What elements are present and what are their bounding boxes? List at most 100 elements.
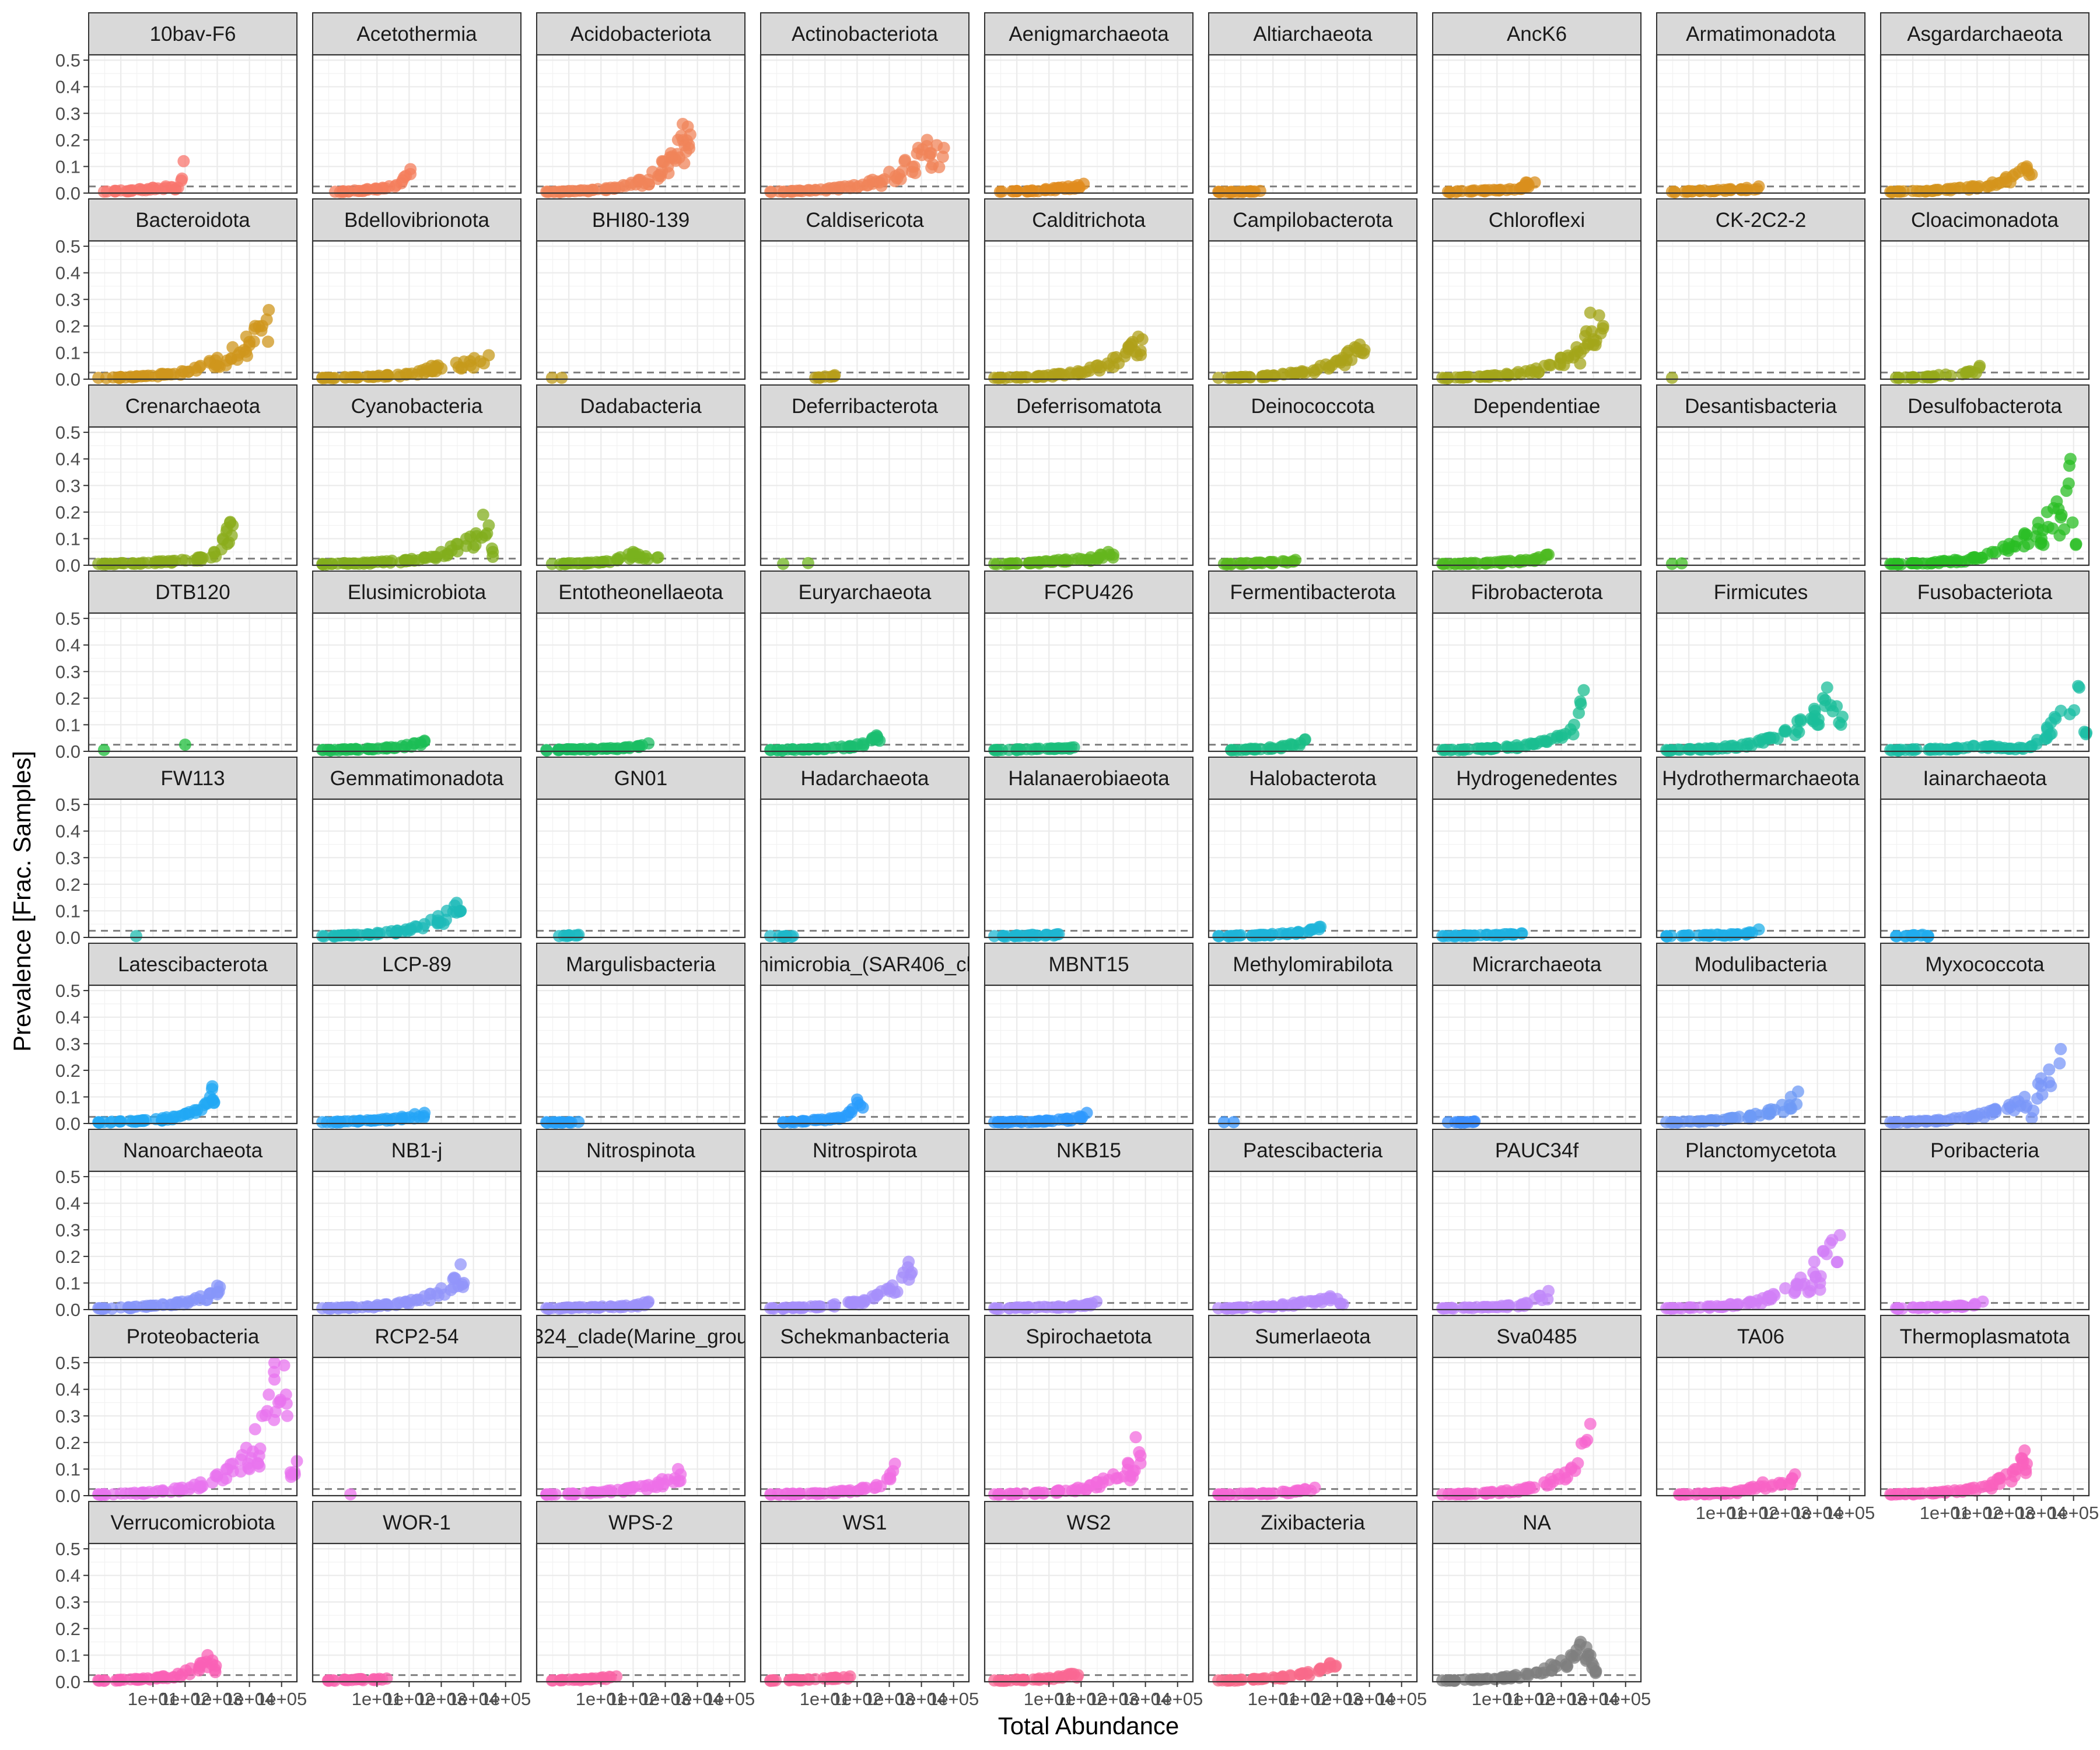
plot-background [985,427,1193,565]
data-point [195,1480,208,1493]
data-point [1788,1286,1801,1299]
panel-border [1880,240,2090,380]
data-point [2058,523,2071,536]
data-point [1466,184,1479,197]
data-point [785,930,797,943]
data-point [184,1481,197,1494]
y-tick-label: 0.0 [55,1486,80,1506]
data-point [2045,727,2058,740]
data-point [1437,558,1450,570]
data-point [814,1300,827,1313]
data-point [390,1297,403,1310]
data-point [1745,1296,1758,1309]
data-point [1567,728,1580,741]
data-point [549,1488,562,1501]
facet-strip [984,198,1194,242]
plot-background [985,613,1193,751]
data-point [1710,1114,1723,1126]
data-point [1704,185,1717,198]
data-point [1910,556,1923,569]
data-point [1667,1302,1679,1315]
data-point [373,927,386,940]
data-point [99,1302,112,1315]
data-point [624,178,637,191]
data-point [798,1115,811,1128]
y-tick-label: 0.4 [55,1007,80,1028]
data-point [1826,1234,1839,1247]
plot-background [1433,55,1641,193]
y-tick-label: 0.4 [55,449,80,470]
facet-strip [1656,1315,1866,1358]
data-point [1562,349,1574,362]
facet-strip-label: Sva0485 [1496,1325,1577,1348]
data-point [874,1480,887,1493]
data-point [144,1299,157,1312]
data-point [642,1296,654,1309]
data-point [434,916,447,929]
facet-panel: Altiarchaeota [1208,12,1418,199]
facet-strip [1880,384,2090,428]
data-point [348,1115,360,1128]
data-point [674,1475,687,1488]
data-point [887,1465,900,1478]
y-tick-label: 0.1 [55,1459,80,1479]
data-point [262,304,275,316]
facet-panel: RCP2-54 [312,1315,522,1501]
panel-border [1208,1356,1418,1497]
data-point [240,349,253,362]
data-point [832,1111,845,1124]
facet-strip-label: Sumerlaeota [1255,1325,1371,1348]
panel-border [1208,240,1418,380]
facet-strip [1656,1129,1866,1172]
facet-strip-label: Aenigmarchaeota [1009,23,1169,46]
panel-border [1880,1170,2090,1311]
data-point [2020,528,2033,541]
data-point [1011,185,1024,198]
facet-strip [88,943,298,986]
data-point [376,182,389,195]
plot-background [1433,985,1641,1124]
facet-strip-label: BHI80-139 [592,209,690,232]
facet-strip-label: FW113 [160,767,225,790]
data-point [1494,183,1507,196]
data-point [568,1488,580,1500]
data-point [995,185,1008,198]
data-point [450,356,463,369]
data-point [1711,743,1724,755]
panel-border [984,612,1194,752]
data-point [851,1097,864,1110]
plot-background [313,613,521,751]
data-point [545,372,558,384]
data-point [1212,372,1225,384]
y-tick-label: 0.4 [55,263,80,284]
data-point [464,359,477,372]
data-point [1808,1255,1821,1268]
panel-border [760,1170,970,1311]
facet-strip [984,757,1194,800]
data-point [611,743,624,755]
plot-background [313,985,521,1124]
y-tick-label: 0.3 [55,1220,80,1240]
data-point [179,554,192,567]
data-point [1835,718,1847,731]
y-tick-label: 0.2 [55,874,80,895]
panel-border [1656,798,1866,939]
data-point [1574,698,1587,710]
plot-background [1209,427,1417,565]
data-point [1213,930,1226,943]
panel-border [1880,984,2090,1125]
data-point [1287,555,1300,568]
data-point [1773,1476,1786,1489]
data-point [454,1258,467,1271]
facet-strip-label: Desantisbacteria [1685,395,1837,418]
data-point [1675,557,1688,570]
facet-strip-label: Schekmanbacteria [780,1325,950,1348]
facet-panel: Hydrothermarchaeota [1656,757,1866,943]
data-point [1357,347,1370,360]
data-point [936,150,949,163]
plot-background [761,241,969,379]
data-point [1759,1482,1772,1495]
y-tick-label: 0.0 [55,183,80,204]
